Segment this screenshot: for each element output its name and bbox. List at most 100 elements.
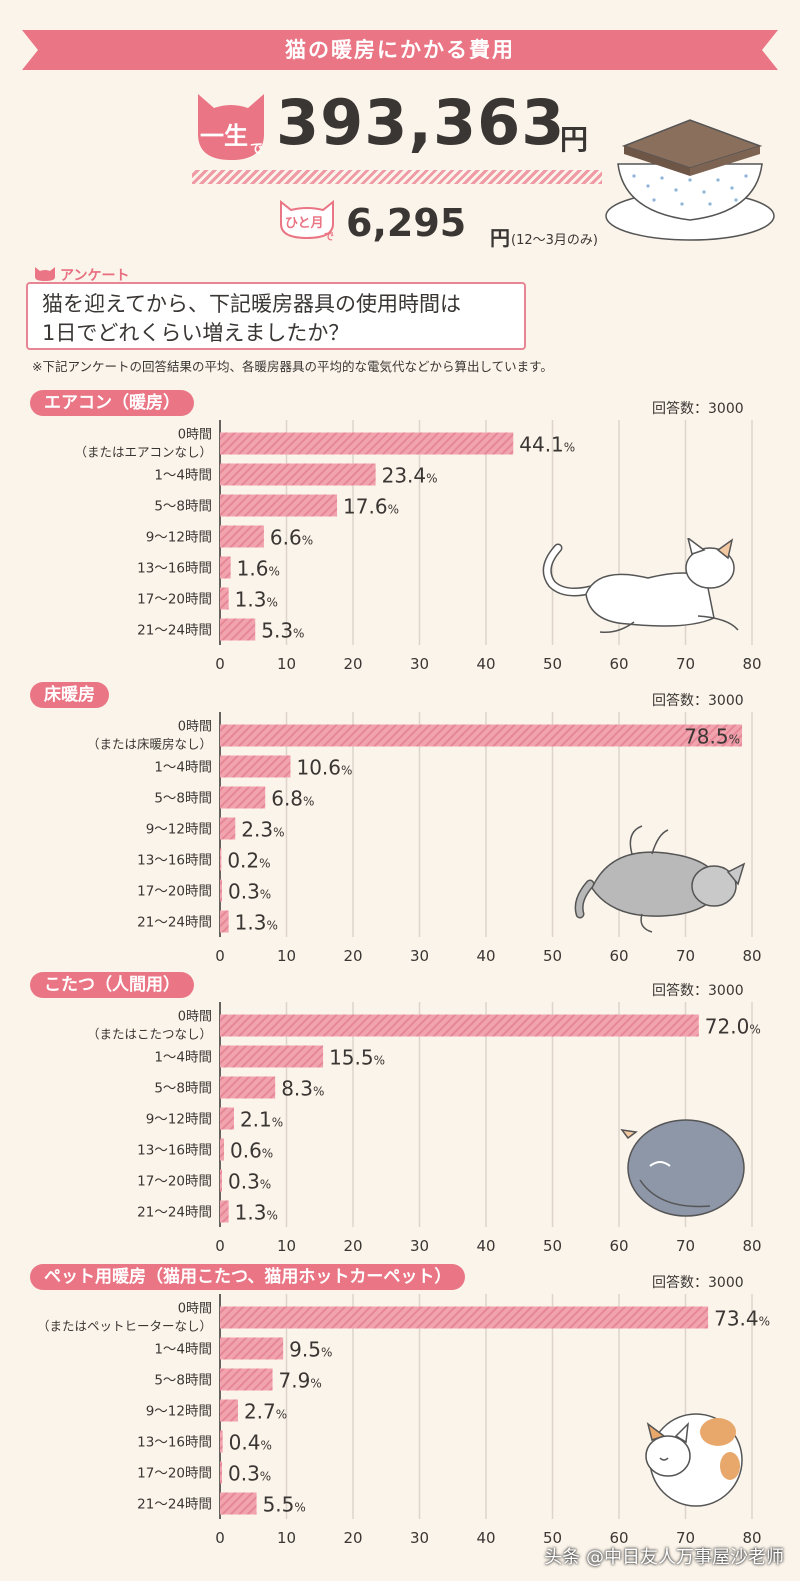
category-label: 0時間 <box>178 720 212 735</box>
value-label: 7.9% <box>279 1369 322 1393</box>
x-tick-label: 40 <box>476 1529 495 1546</box>
chart-title-kotatsu: こたつ（人間用） <box>30 972 194 998</box>
bar <box>220 1492 257 1515</box>
category-label: （または床暖房なし） <box>87 737 212 752</box>
value-label: 0.3% <box>228 1170 271 1194</box>
category-label: 21～24時間 <box>137 623 212 639</box>
bar <box>220 1337 284 1360</box>
bar-chart-aircon: 0 10 20 30 40 50 60 70 80 0時間 （またはエアコンなし） 44.1% 1～4時… <box>74 420 762 672</box>
x-tick-label: 20 <box>343 655 362 672</box>
x-tick-label: 70 <box>676 655 695 672</box>
x-tick-label: 50 <box>543 655 562 672</box>
monthly-cat-badge-icon <box>280 200 334 240</box>
bar <box>220 1399 238 1422</box>
category-label: 9～12時間 <box>146 1112 212 1128</box>
cat-badge-icon <box>198 94 264 160</box>
bar <box>220 1014 699 1037</box>
cat-curled-calico-illustration <box>645 1413 743 1507</box>
cat-lying-white-illustration <box>542 538 739 634</box>
bar-chart-floor-heating: 0 10 20 30 40 50 60 70 80 0時間 （または床暖房なし） 78.5% 1～4時間… <box>87 712 762 964</box>
category-label: 17～20時間 <box>137 1174 212 1190</box>
x-tick-label: 50 <box>543 947 562 964</box>
value-label: 0.3% <box>228 1462 271 1486</box>
x-tick-label: 70 <box>676 1237 695 1254</box>
bar <box>220 910 229 933</box>
value-label: 5.5% <box>263 1493 306 1517</box>
value-label: 1.3% <box>235 1201 278 1225</box>
x-tick-label: 30 <box>410 947 429 964</box>
cat-curled-gray-illustration <box>620 1119 745 1217</box>
x-tick-label: 40 <box>476 947 495 964</box>
chart-title-pet-heater: ペット用暖房（猫用こたつ、猫用ホットカーペット） <box>30 1264 466 1290</box>
x-tick-label: 30 <box>410 655 429 672</box>
respondents-floor-heating: 回答数：3000 <box>652 693 744 709</box>
bar <box>220 494 338 517</box>
value-label: 0.4% <box>229 1431 272 1455</box>
lifetime-badge-suffix: で <box>250 142 264 157</box>
value-label: 72.0% <box>705 1015 761 1039</box>
bar <box>220 755 291 778</box>
category-label: 13～16時間 <box>137 853 212 869</box>
cat-head-icon <box>35 267 55 281</box>
x-tick-label: 0 <box>215 1237 225 1254</box>
value-label: 5.3% <box>261 619 304 643</box>
x-tick-label: 30 <box>410 1237 429 1254</box>
value-label: 6.6% <box>270 526 313 550</box>
monthly-badge-label: ひと月 <box>285 216 324 231</box>
bar <box>220 724 743 747</box>
x-tick-label: 80 <box>742 655 761 672</box>
title-banner <box>22 30 778 70</box>
category-label: 13～16時間 <box>137 1435 212 1451</box>
category-label: 17～20時間 <box>137 592 212 608</box>
bar <box>220 1076 276 1099</box>
x-tick-label: 10 <box>277 1529 296 1546</box>
category-label: （またはこたつなし） <box>87 1027 212 1042</box>
category-label: 0時間 <box>178 1302 212 1317</box>
bar-chart-kotatsu: 0 10 20 30 40 50 60 70 80 0時間 （またはこたつなし） 72.0% 1～4時間… <box>87 1002 762 1254</box>
survey-tag: アンケート <box>60 268 130 284</box>
category-label: 5～8時間 <box>154 1373 212 1389</box>
bar <box>220 1169 222 1192</box>
x-tick-label: 20 <box>343 1237 362 1254</box>
x-tick-label: 10 <box>277 1237 296 1254</box>
x-tick-label: 20 <box>343 1529 362 1546</box>
x-tick-label: 50 <box>543 1529 562 1546</box>
value-label: 2.1% <box>240 1108 283 1132</box>
x-tick-label: 0 <box>215 1529 225 1546</box>
value-label: 44.1% <box>519 433 575 457</box>
x-tick-label: 10 <box>277 655 296 672</box>
category-label: 5～8時間 <box>154 1081 212 1097</box>
monthly-note: (12～3月のみ) <box>511 233 598 248</box>
value-label: 1.3% <box>235 588 278 612</box>
bar <box>220 817 236 840</box>
survey-question-line2: 1日でどれくらい増えましたか？ <box>42 321 350 345</box>
category-label: 13～16時間 <box>137 561 212 577</box>
chart-title-floor-heating: 床暖房 <box>30 682 109 708</box>
watermark: 头条 @中日友人万事屋沙老师 <box>544 1547 784 1568</box>
category-label: （またはペットヒーターなし） <box>37 1319 212 1334</box>
x-tick-label: 40 <box>476 1237 495 1254</box>
bar <box>220 525 264 548</box>
category-label: 13～16時間 <box>137 1143 212 1159</box>
x-tick-label: 40 <box>476 655 495 672</box>
value-label: 73.4% <box>714 1307 770 1331</box>
category-label: 17～20時間 <box>137 884 212 900</box>
respondents-aircon: 回答数：3000 <box>652 401 744 417</box>
monthly-unit: 円 <box>490 226 510 250</box>
category-label: 21～24時間 <box>137 1497 212 1513</box>
value-label: 1.3% <box>235 911 278 935</box>
x-tick-label: 10 <box>277 947 296 964</box>
category-label: 21～24時間 <box>137 1205 212 1221</box>
lifetime-amount: 393,363 <box>276 86 566 159</box>
value-label: 17.6% <box>343 495 399 519</box>
bar <box>220 848 222 871</box>
value-label: 2.3% <box>241 818 284 842</box>
x-tick-label: 70 <box>676 1529 695 1546</box>
bar <box>220 618 256 641</box>
category-label: 9～12時間 <box>146 530 212 546</box>
value-label: 15.5% <box>329 1046 385 1070</box>
respondents-kotatsu: 回答数：3000 <box>652 983 744 999</box>
category-label: 1～4時間 <box>154 760 212 776</box>
value-label: 0.3% <box>228 880 271 904</box>
survey-footnote: ※下記アンケートの回答結果の平均、各暖房器具の平均的な電気代などから算出していま… <box>32 359 553 374</box>
